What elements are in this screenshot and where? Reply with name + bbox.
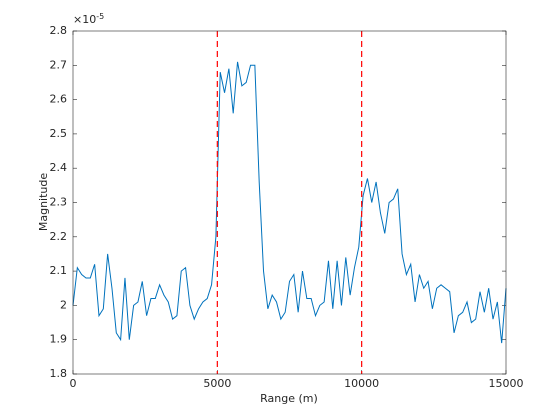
axes-box <box>72 30 507 375</box>
y-tick-label: 2.4 <box>50 161 68 174</box>
y-tick-label: 1.9 <box>50 333 68 346</box>
x-tick-label: 15000 <box>489 377 524 390</box>
y-multiplier-base: ×10 <box>73 13 96 26</box>
y-tick-label: 2.5 <box>50 127 68 140</box>
y-tick-label: 2.3 <box>50 196 68 209</box>
y-tick-label: 2 <box>60 298 67 311</box>
data-line <box>72 61 507 344</box>
y-multiplier: ×10-5 <box>73 12 104 27</box>
y-tick-label: 2.7 <box>50 58 68 71</box>
x-tick-label: 0 <box>70 377 77 390</box>
y-multiplier-exponent: -5 <box>96 12 104 21</box>
y-axis-label: Magnitude <box>37 173 50 232</box>
y-tick-label: 2.8 <box>50 24 68 37</box>
y-tick-label: 2.1 <box>50 264 68 277</box>
x-axis-label: Range (m) <box>260 392 318 405</box>
y-tick-label: 1.8 <box>50 367 68 380</box>
y-tick-label: 2.6 <box>50 93 68 106</box>
x-tick-label: 5000 <box>203 377 231 390</box>
y-tick-label: 2.2 <box>50 230 68 243</box>
x-tick-label: 10000 <box>344 377 379 390</box>
